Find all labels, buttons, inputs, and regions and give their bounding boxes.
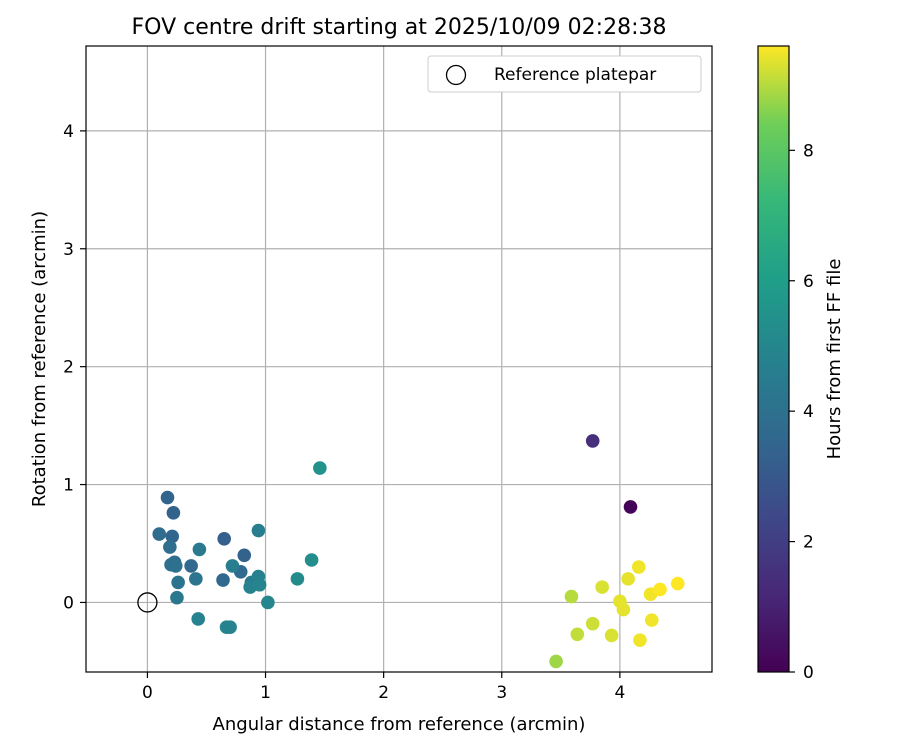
data-point <box>653 582 667 597</box>
x-tick-label: 1 <box>260 683 271 703</box>
grid <box>86 46 712 672</box>
plot-frame <box>85 45 713 673</box>
x-axis-label: Angular distance from reference (arcmin) <box>213 714 586 735</box>
y-tick-label: 3 <box>63 240 74 260</box>
data-point <box>633 633 647 647</box>
reference-marker-layer <box>137 592 158 613</box>
x-tick-label: 2 <box>378 683 389 703</box>
data-point <box>585 616 600 631</box>
data-point <box>152 527 167 541</box>
y-axis-label: Rotation from reference (arcmin) <box>29 211 50 507</box>
colorbar: 0 2 4 6 8 Hours from first FF file <box>757 45 845 683</box>
data-point <box>165 529 180 544</box>
data-point <box>189 572 203 586</box>
data-point <box>223 620 237 635</box>
data-point <box>251 523 266 538</box>
data-point <box>216 573 230 587</box>
data-point <box>171 575 185 590</box>
legend: Reference platepar <box>427 55 702 93</box>
data-point <box>570 627 585 642</box>
data-point <box>184 559 198 573</box>
y-tick-label: 4 <box>63 122 74 142</box>
data-point <box>166 506 181 520</box>
colorbar-label: Hours from first FF file <box>824 259 845 460</box>
colorbar-tick-label: 6 <box>803 272 814 292</box>
colorbar-tick-label: 2 <box>803 533 814 553</box>
legend-label-reference: Reference platepar <box>494 65 656 85</box>
colorbar-gradient <box>757 45 790 673</box>
data-point <box>621 572 635 586</box>
data-point <box>313 461 327 475</box>
data-point <box>168 559 183 573</box>
data-point <box>252 577 267 592</box>
data-points <box>152 434 685 669</box>
y-tick-label: 0 <box>63 593 74 613</box>
data-point <box>604 628 619 643</box>
data-point <box>631 560 646 574</box>
y-tick-label: 2 <box>63 358 74 378</box>
axis-ticks: 0 1 2 3 4 0 1 2 3 4 <box>63 122 625 703</box>
chart-title: FOV centre drift starting at 2025/10/09 … <box>132 15 667 40</box>
data-point <box>290 572 305 586</box>
data-point <box>644 613 659 627</box>
data-point <box>304 553 319 567</box>
colorbar-ticks: 0 2 4 6 8 <box>789 141 814 683</box>
data-point <box>191 612 206 626</box>
colorbar-tick-label: 4 <box>803 402 814 422</box>
data-point <box>217 531 231 546</box>
legend-box <box>427 55 702 93</box>
data-point <box>237 548 252 563</box>
x-tick-label: 0 <box>142 683 153 703</box>
data-point <box>595 580 609 594</box>
data-point <box>670 576 685 591</box>
legend-reference-marker <box>445 64 467 86</box>
data-point <box>623 500 638 514</box>
x-tick-label: 4 <box>614 683 625 703</box>
data-point <box>616 602 631 617</box>
reference-marker <box>137 592 158 613</box>
y-tick-label: 1 <box>63 476 74 496</box>
data-point <box>160 490 175 505</box>
data-point <box>564 589 579 604</box>
colorbar-tick-label: 0 <box>803 663 814 683</box>
data-point <box>225 559 240 573</box>
data-point <box>170 590 184 605</box>
colorbar-tick-label: 8 <box>803 141 814 161</box>
data-point <box>549 654 563 669</box>
data-point <box>192 542 207 557</box>
x-tick-label: 3 <box>496 683 507 703</box>
data-point <box>261 595 275 610</box>
data-point <box>163 540 177 554</box>
data-point <box>585 434 600 448</box>
